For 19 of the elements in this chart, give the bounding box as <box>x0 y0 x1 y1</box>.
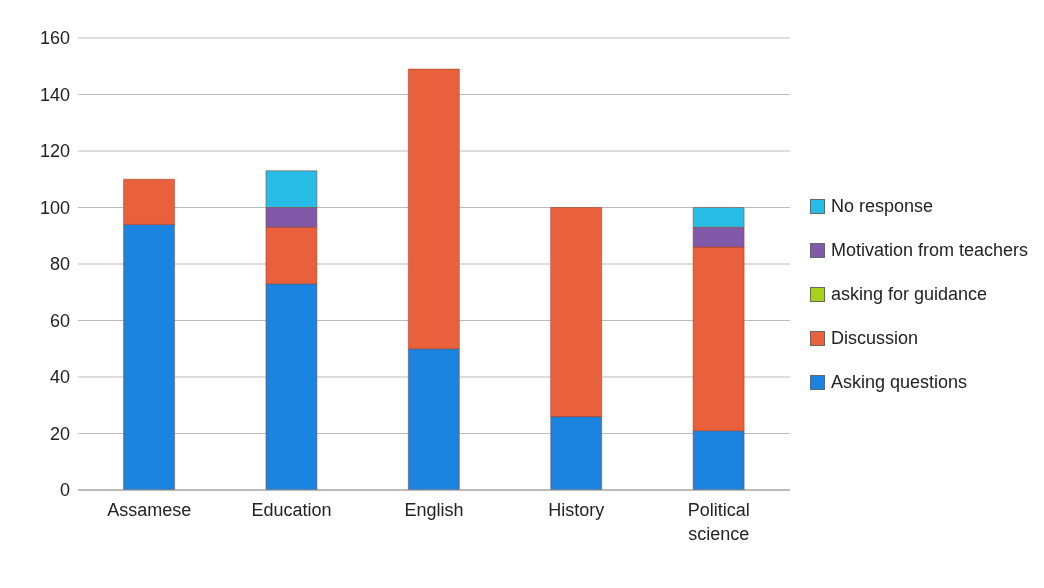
legend-label: Asking questions <box>830 371 968 393</box>
y-tick-label: 120 <box>39 141 70 162</box>
legend-label: Motivation from teachers <box>830 239 1028 261</box>
legend-label: No response <box>830 195 933 217</box>
y-tick-label: 140 <box>39 84 70 105</box>
x-tick-label: Assamese <box>107 500 192 520</box>
x-tick-label: English <box>404 500 464 520</box>
y-tick-label: 60 <box>49 310 70 331</box>
x-tick-label: Political science <box>687 500 750 544</box>
legend-label: Discussion <box>830 327 918 349</box>
y-tick-label: 20 <box>49 423 70 444</box>
y-tick-label: 40 <box>49 367 70 388</box>
y-tick-label: 160 <box>39 28 70 49</box>
y-tick-label: 100 <box>39 197 70 218</box>
x-tick-label: History <box>548 500 605 520</box>
legend-label: asking for guidance <box>830 283 988 305</box>
x-tick-label: Education <box>251 500 332 520</box>
y-tick-label: 0 <box>59 480 70 501</box>
y-tick-label: 80 <box>49 254 70 275</box>
